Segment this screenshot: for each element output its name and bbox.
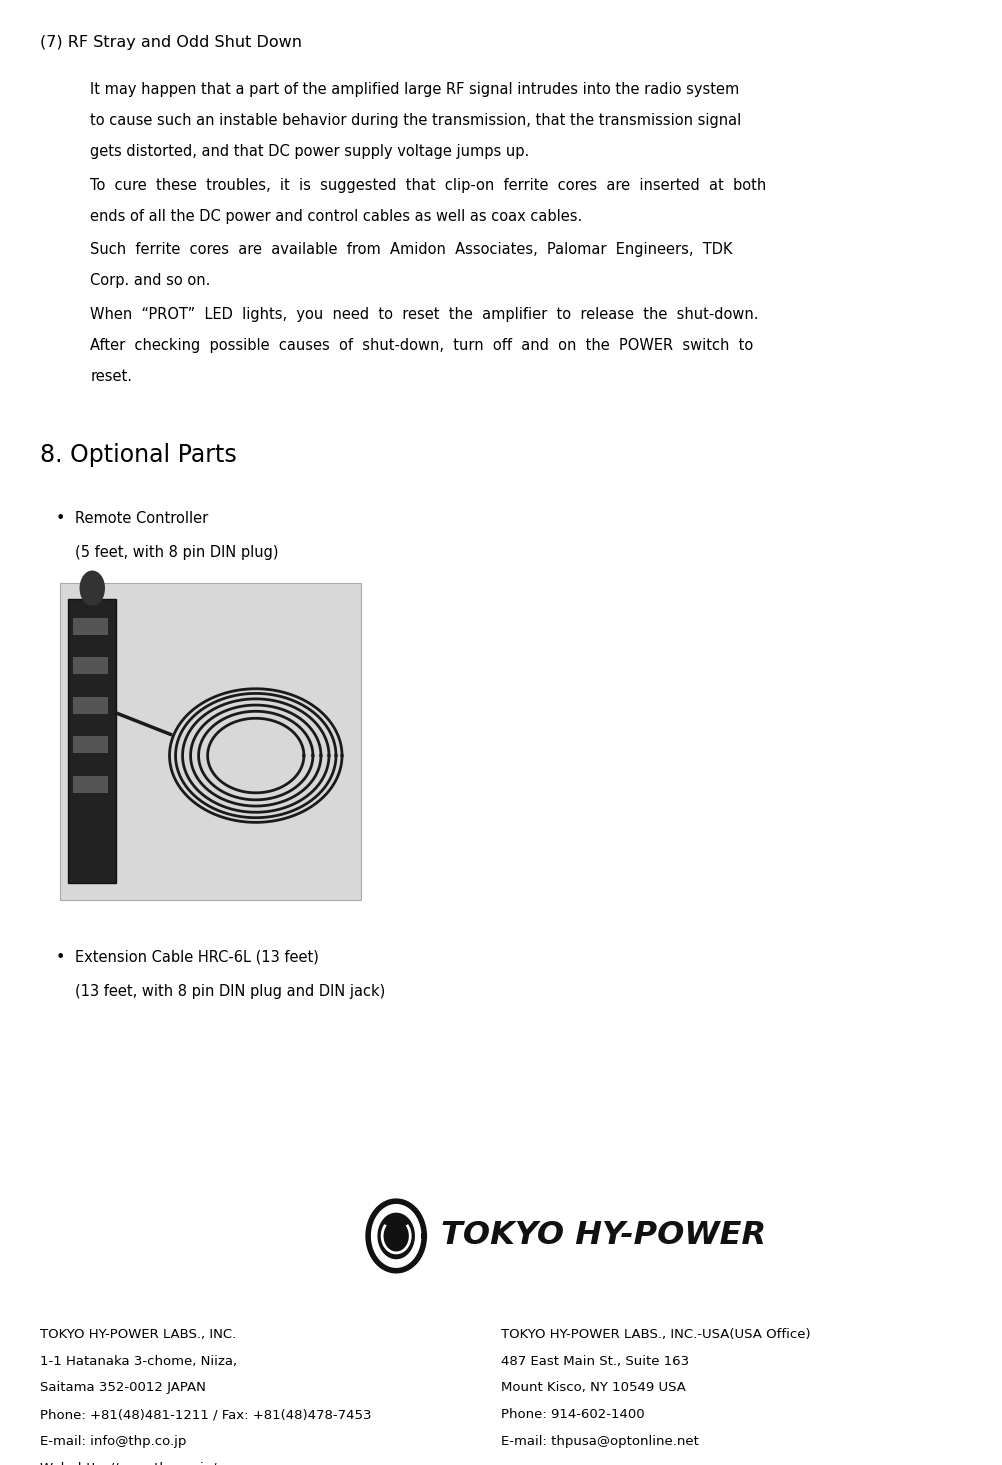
Text: to cause such an instable behavior during the transmission, that the transmissio: to cause such an instable behavior durin… <box>90 113 740 127</box>
Text: Web: http://www.thp.co.jp/: Web: http://www.thp.co.jp/ <box>40 1462 216 1465</box>
Text: TOKYO HY-POWER LABS., INC.-USA(USA Office): TOKYO HY-POWER LABS., INC.-USA(USA Offic… <box>501 1327 811 1340</box>
Text: TOKYO HY-POWER LABS., INC.: TOKYO HY-POWER LABS., INC. <box>40 1327 236 1340</box>
Text: gets distorted, and that DC power supply voltage jumps up.: gets distorted, and that DC power supply… <box>90 144 529 160</box>
Text: ends of all the DC power and control cables as well as coax cables.: ends of all the DC power and control cab… <box>90 209 582 224</box>
Text: (7) RF Stray and Odd Shut Down: (7) RF Stray and Odd Shut Down <box>40 35 302 50</box>
FancyBboxPatch shape <box>68 599 116 883</box>
Text: •: • <box>55 949 64 965</box>
Text: When  “PROT”  LED  lights,  you  need  to  reset  the  amplifier  to  release  t: When “PROT” LED lights, you need to rese… <box>90 308 759 322</box>
FancyBboxPatch shape <box>60 583 361 901</box>
Text: (5 feet, with 8 pin DIN plug): (5 feet, with 8 pin DIN plug) <box>75 545 279 560</box>
FancyBboxPatch shape <box>73 658 108 674</box>
Text: Saitama 352-0012 JAPAN: Saitama 352-0012 JAPAN <box>40 1381 205 1395</box>
Text: TOKYO HY-POWER: TOKYO HY-POWER <box>441 1220 766 1251</box>
FancyBboxPatch shape <box>73 618 108 634</box>
Text: reset.: reset. <box>90 369 132 384</box>
Polygon shape <box>378 1213 414 1258</box>
Text: Phone: +81(48)481-1211 / Fax: +81(48)478-7453: Phone: +81(48)481-1211 / Fax: +81(48)478… <box>40 1408 372 1421</box>
FancyBboxPatch shape <box>73 776 108 793</box>
Text: To  cure  these  troubles,  it  is  suggested  that  clip-on  ferrite  cores  ar: To cure these troubles, it is suggested … <box>90 177 766 193</box>
Text: (13 feet, with 8 pin DIN plug and DIN jack): (13 feet, with 8 pin DIN plug and DIN ja… <box>75 984 385 999</box>
Text: After  checking  possible  causes  of  shut-down,  turn  off  and  on  the  POWE: After checking possible causes of shut-d… <box>90 338 753 353</box>
FancyBboxPatch shape <box>73 737 108 753</box>
Text: Such  ferrite  cores  are  available  from  Amidon  Associates,  Palomar  Engine: Such ferrite cores are available from Am… <box>90 242 732 258</box>
Text: Corp. and so on.: Corp. and so on. <box>90 274 210 289</box>
Text: Extension Cable HRC-6L (13 feet): Extension Cable HRC-6L (13 feet) <box>75 949 319 965</box>
Text: 8. Optional Parts: 8. Optional Parts <box>40 442 236 467</box>
Text: Phone: 914-602-1400: Phone: 914-602-1400 <box>501 1408 644 1421</box>
Circle shape <box>80 571 104 605</box>
Text: It may happen that a part of the amplified large RF signal intrudes into the rad: It may happen that a part of the amplifi… <box>90 82 738 97</box>
Text: E-mail: info@thp.co.jp: E-mail: info@thp.co.jp <box>40 1436 186 1447</box>
Text: 1-1 Hatanaka 3-chome, Niiza,: 1-1 Hatanaka 3-chome, Niiza, <box>40 1355 237 1368</box>
Text: Remote Controller: Remote Controller <box>75 511 208 526</box>
Text: •: • <box>55 511 64 526</box>
Text: E-mail: thpusa@optonline.net: E-mail: thpusa@optonline.net <box>501 1436 698 1447</box>
FancyBboxPatch shape <box>73 697 108 713</box>
Text: 487 East Main St., Suite 163: 487 East Main St., Suite 163 <box>501 1355 689 1368</box>
Text: Mount Kisco, NY 10549 USA: Mount Kisco, NY 10549 USA <box>501 1381 685 1395</box>
